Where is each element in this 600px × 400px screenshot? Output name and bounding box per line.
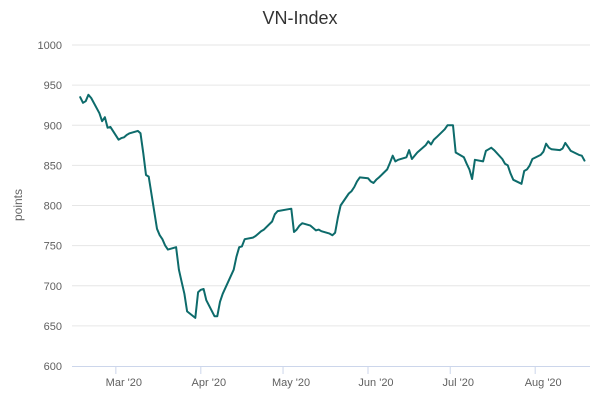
x-tick-label: May '20 [272, 377, 310, 389]
x-tick-label: Mar '20 [106, 377, 142, 389]
x-tick-label: Jun '20 [358, 377, 393, 389]
y-tick-label: 700 [44, 281, 62, 293]
y-tick-label: 600 [44, 361, 62, 373]
x-tick-label: Apr '20 [192, 377, 227, 389]
y-tick-label: 800 [44, 201, 62, 213]
y-tick-label: 650 [44, 321, 62, 333]
series-line-vn-index [79, 93, 586, 319]
y-axis-title: points [11, 189, 25, 221]
y-tick-label: 1000 [38, 40, 62, 52]
y-tick-label: 900 [44, 120, 62, 132]
x-axis: Mar '20 Apr '20 May '20 Jun '20 Jul '20 Aug '… [72, 366, 590, 389]
series-group [79, 93, 586, 319]
y-tick-label: 750 [44, 241, 62, 253]
chart-title: VN-Index [262, 8, 337, 28]
y-tick-label: 850 [44, 160, 62, 172]
x-tick-label: Aug '20 [525, 377, 562, 389]
y-tick-label: 950 [44, 80, 62, 92]
grid [72, 44, 590, 327]
y-axis-ticks: 600 650 700 750 800 850 900 950 1000 [38, 40, 62, 373]
x-tick-label: Jul '20 [442, 377, 473, 389]
